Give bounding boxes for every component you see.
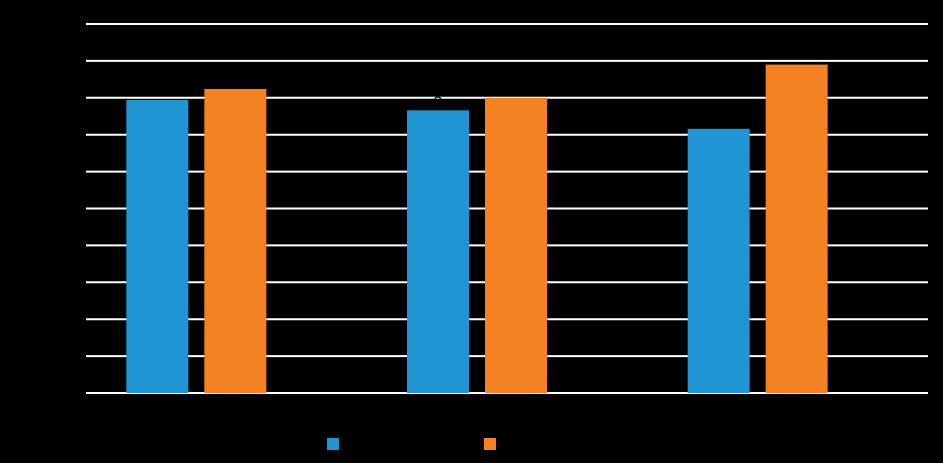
y-tick-labels: 0 5 10 15 20 25 30 35 40 45 50 <box>52 16 69 402</box>
y-tick-label: 45 <box>52 53 69 70</box>
category-label: Keinolannoite <box>429 407 526 424</box>
category-labels: Virtsa Keinolannoite Ei lannoitusta <box>176 407 806 424</box>
bar-series1-1 <box>407 110 469 393</box>
y-tick-label: 40 <box>52 90 69 107</box>
y-tick-label: 15 <box>52 274 69 291</box>
y-tick-label: 30 <box>52 164 69 181</box>
legend-label: 100 kg N/ha <box>501 435 593 454</box>
y-tick-label: 20 <box>52 237 69 254</box>
legend-label: 54 kg N/ha*) <box>344 435 439 454</box>
y-axis-title: TJP, g <box>22 187 41 234</box>
y-tick-label: 5 <box>61 348 69 365</box>
legend-swatch <box>327 438 339 450</box>
bar-series1-2 <box>687 128 750 393</box>
data-label: b <box>792 45 801 64</box>
y-tick-label: 10 <box>52 311 69 328</box>
data-label: a <box>153 80 163 99</box>
data-label: a <box>511 78 521 97</box>
bar-series2-1 <box>485 97 547 394</box>
bar-series1-0 <box>126 100 189 393</box>
bar-series2-2 <box>765 64 828 393</box>
data-labels: a a a a b b <box>153 45 802 128</box>
y-tick-label: 0 <box>61 385 69 402</box>
legend: 54 kg N/ha*) 100 kg N/ha <box>327 435 593 454</box>
data-label: a <box>231 69 241 88</box>
data-label: a <box>433 90 443 109</box>
legend-swatch <box>484 438 496 450</box>
bars <box>126 64 828 394</box>
y-tick-label: 35 <box>52 127 69 144</box>
data-label: b <box>714 109 723 128</box>
y-tick-label: 50 <box>52 16 69 33</box>
bar-series2-0 <box>204 88 267 393</box>
category-label: Ei lannoitusta <box>710 407 806 424</box>
y-tick-label: 25 <box>52 201 69 218</box>
category-label: Virtsa <box>176 407 217 424</box>
